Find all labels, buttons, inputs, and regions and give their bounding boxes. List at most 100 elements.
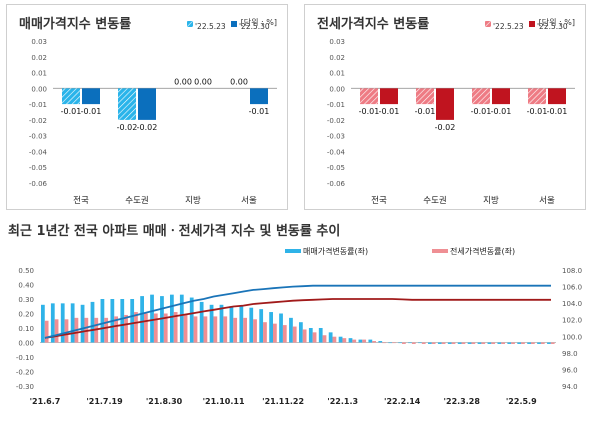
sale-change-bar: [487, 342, 492, 344]
sale-data-label: -0.01: [249, 107, 270, 116]
jeonse-data-label: -0.01: [491, 107, 512, 116]
jeonse-panel-unit: [단위 : %]: [538, 18, 575, 27]
left-y-tick: 0.50: [18, 267, 34, 275]
sale-y-tick: -0.04: [29, 148, 48, 156]
sale-change-bar: [80, 304, 85, 343]
right-y-tick: 106.0: [562, 284, 582, 292]
sale-change-bar: [338, 336, 343, 343]
jeonse-change-bar: [193, 316, 198, 343]
left-y-tick: 0.40: [18, 282, 34, 290]
jeonse-x-tick: 지방: [483, 195, 499, 206]
sale-change-bar: [298, 322, 303, 343]
sale-legend-label: '22.5.30: [239, 22, 270, 31]
sale-change-bar: [368, 339, 373, 343]
jeonse-change-bar: [372, 341, 376, 343]
sale-change-bar: [467, 342, 472, 344]
x-tick: '21.6.7: [30, 397, 61, 406]
jeonse-legend-swatch: [485, 21, 491, 27]
jeonse-panel-title: 전세가격지수 변동률: [317, 17, 430, 32]
jeonse-x-tick: 수도권: [423, 195, 446, 206]
jeonse-change-bar: [163, 313, 168, 343]
left-y-tick: -0.20: [16, 369, 34, 377]
right-y-tick: 96.0: [562, 366, 578, 374]
sale-change-bar: [100, 299, 105, 343]
jeonse-y-tick: -0.05: [327, 164, 345, 172]
jeonse-change-bar: [203, 316, 208, 343]
right-y-tick: 104.0: [562, 300, 582, 308]
sale-change-bar: [527, 342, 531, 344]
sale-change-bar: [50, 303, 55, 343]
sale-change-bar: [398, 342, 402, 344]
jeonse-change-bar: [382, 342, 386, 344]
legend-sale-label: 매매가격변동률(좌): [303, 246, 368, 256]
jeonse-bar: [492, 88, 510, 105]
sale-change-bar: [547, 342, 551, 344]
jeonse-change-bar: [392, 342, 396, 344]
sale-change-bar: [418, 342, 422, 344]
jeonse-change-bar: [54, 319, 59, 343]
sale-change-bar: [259, 309, 264, 343]
right-y-tick: 98.0: [562, 350, 578, 358]
jeonse-change-bar: [362, 339, 367, 343]
jeonse-change-panel: 전세가격지수 변동률 [단위 : %] '22.5.23 '22.5.30 0.03…: [304, 4, 586, 210]
sale-panel-title: 매매가격지수 변동률: [19, 17, 132, 32]
sale-change-bar: [60, 303, 65, 343]
jeonse-change-bar: [173, 312, 178, 343]
sale-change-bar: [269, 312, 273, 343]
x-tick: '22.1.3: [327, 397, 358, 406]
jeonse-data-label: -0.01: [359, 107, 380, 116]
sale-change-bar: [120, 299, 125, 343]
jeonse-change-bar: [332, 336, 337, 343]
sale-legend-swatch: [187, 21, 193, 27]
jeonse-y-tick: 0.01: [329, 70, 345, 78]
sale-bar: [118, 88, 136, 120]
sale-y-tick: 0.00: [31, 85, 47, 93]
jeonse-y-tick: -0.03: [327, 133, 345, 141]
sale-change-bar: [477, 342, 482, 344]
jeonse-data-label: -0.02: [435, 123, 456, 132]
trend-chart-title: 최근 1년간 전국 아파트 매매ㆍ전세가격 지수 및 변동률 추이: [8, 224, 341, 239]
jeonse-change-bar: [342, 338, 347, 343]
jeonse-x-tick: 전국: [371, 195, 387, 206]
sale-change-chart: '22.5.23'22.5.300.030.020.010.00-0.01-0.…: [29, 21, 277, 206]
sale-change-bar: [318, 328, 323, 343]
sale-change-bar: [229, 306, 234, 343]
jeonse-data-label: -0.01: [415, 107, 436, 116]
jeonse-change-bar: [461, 342, 466, 344]
sale-change-bar: [199, 301, 204, 343]
jeonse-change-bar: [64, 319, 69, 343]
sale-change-bar: [408, 342, 412, 344]
jeonse-y-tick: -0.04: [327, 148, 346, 156]
jeonse-change-bar: [401, 342, 406, 344]
sale-data-label: 0.00: [230, 77, 248, 86]
jeonse-change-bar: [451, 342, 456, 344]
left-y-tick: 0.10: [18, 325, 34, 333]
jeonse-change-bar: [134, 312, 138, 343]
jeonse-change-chart: '22.5.23'22.5.300.030.020.010.00-0.01-0.…: [327, 21, 575, 206]
sale-change-bar: [437, 342, 442, 344]
x-tick: '22.5.9: [506, 397, 537, 406]
jeonse-change-bar: [441, 342, 446, 344]
sale-change-bar: [358, 339, 363, 343]
jeonse-change-bar: [550, 342, 555, 344]
trend-chart: 매매가격변동률(좌) 전세가격변동률(좌) 0.50 0.40 0.30 0.20 0.10…: [16, 246, 582, 406]
jeonse-bar: [416, 88, 434, 105]
jeonse-change-bar: [292, 326, 297, 343]
jeonse-legend-label: '22.5.30: [537, 22, 568, 31]
sale-change-bar: [249, 307, 254, 343]
sale-change-bar: [40, 304, 45, 343]
jeonse-legend-label: '22.5.23: [493, 22, 524, 31]
sale-index-line: [44, 284, 551, 339]
jeonse-bar: [436, 88, 454, 120]
jeonse-change-bar: [253, 319, 257, 343]
jeonse-bar: [548, 88, 566, 105]
jeonse-change-bar: [431, 342, 436, 344]
sale-change-panel: 매매가격지수 변동률 [단위 : %] '22.5.23 '22.5.30 0.03…: [6, 4, 288, 210]
jeonse-change-bar: [352, 339, 357, 343]
jeonse-bar: [360, 88, 378, 105]
jeonse-bar: [380, 88, 398, 105]
right-y-tick: 94.0: [562, 383, 578, 391]
jeonse-bar: [472, 88, 490, 105]
jeonse-change-bar: [312, 332, 317, 343]
sale-x-tick: 지방: [185, 195, 201, 206]
